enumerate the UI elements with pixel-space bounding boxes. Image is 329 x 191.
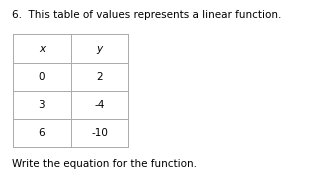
Text: Write the equation for the function.: Write the equation for the function. (12, 159, 196, 169)
Text: -10: -10 (91, 128, 108, 138)
Text: 6.  This table of values represents a linear function.: 6. This table of values represents a lin… (12, 10, 281, 19)
Text: y: y (96, 44, 103, 53)
Text: 2: 2 (96, 72, 103, 82)
Text: 0: 0 (39, 72, 45, 82)
Text: 6: 6 (38, 128, 45, 138)
Text: x: x (39, 44, 45, 53)
Text: 3: 3 (38, 100, 45, 110)
Text: -4: -4 (94, 100, 105, 110)
